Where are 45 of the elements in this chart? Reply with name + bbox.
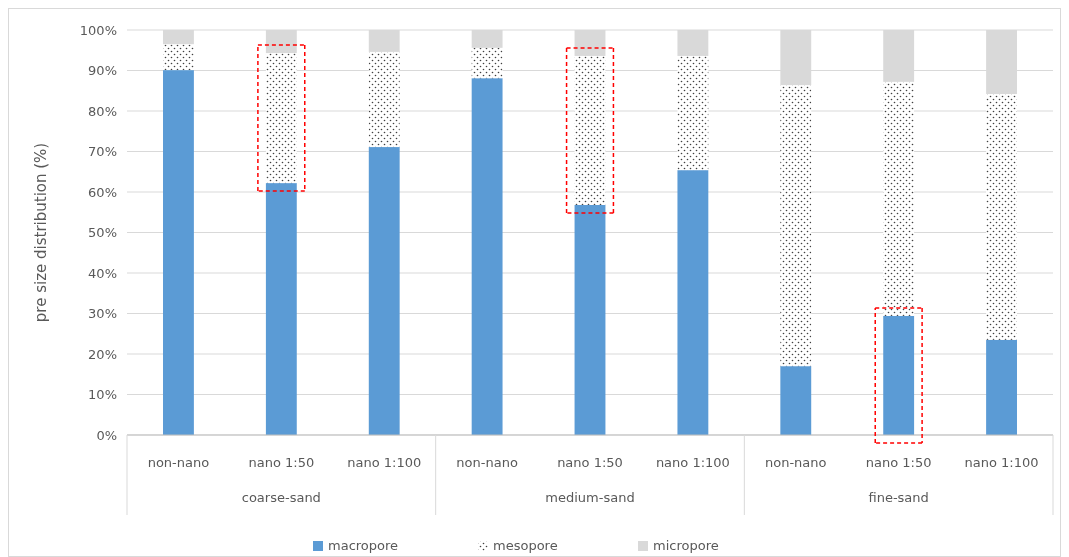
y-tick-label: 50% [88,225,117,241]
y-tick-label: 80% [88,103,117,119]
x-tick-label: nano 1:50 [248,455,315,470]
bar [883,81,915,316]
bar [368,147,400,435]
bar [986,93,1017,340]
bar [883,315,915,435]
bar [265,183,297,435]
bar [368,51,400,148]
bar [677,55,709,171]
bar [471,47,503,79]
y-tick-label: 60% [88,184,117,200]
text: medium-sand [545,490,635,505]
bar [471,78,503,435]
bar [574,204,606,435]
x-tick-label: nano 1:100 [964,455,1039,470]
bar [780,85,812,367]
legend-label: micropore [653,538,719,553]
y-tick-label: 100% [79,22,117,38]
bar [163,70,194,435]
bar [163,44,194,71]
y-tick-label: 0% [96,427,117,443]
y-tick-label: 10% [88,387,117,403]
x-tick-label: nano 1:50 [865,455,932,470]
x-tick-label: non-nano [765,455,827,470]
text: coarse-sand [241,490,321,505]
y-tick-label: 70% [88,144,117,160]
x-tick-label: non-nano [456,455,518,470]
y-tick-label: 20% [88,346,117,362]
bar [986,339,1017,435]
legend-label: macropore [328,538,399,553]
y-axis-title: pre size distribution (%) [32,142,50,323]
bar [265,53,297,184]
bar [780,366,812,435]
x-tick-label: nano 1:100 [655,455,730,470]
bar [677,170,709,435]
legend-label: mesopore [493,538,558,553]
x-tick-label: nano 1:100 [347,455,422,470]
bar [574,55,606,205]
x-tick-label: non-nano [147,455,210,470]
text: fine-sand [868,490,929,505]
y-tick-label: 30% [88,306,117,322]
y-tick-label: 90% [88,63,117,79]
x-tick-label: nano 1:50 [557,455,623,470]
y-tick-label: 40% [88,265,117,281]
